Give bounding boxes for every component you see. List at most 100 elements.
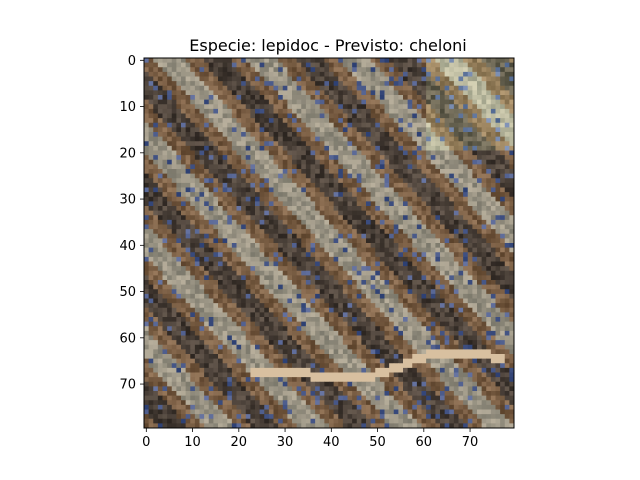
- image-pixel: [458, 303, 464, 309]
- image-pixel: [162, 210, 168, 216]
- image-pixel: [430, 293, 436, 299]
- image-pixel: [430, 164, 436, 170]
- image-pixel: [472, 233, 478, 239]
- image-pixel: [412, 145, 418, 151]
- image-pixel: [218, 122, 224, 128]
- image-pixel: [259, 326, 265, 332]
- image-pixel: [292, 104, 298, 110]
- image-pixel: [171, 95, 177, 101]
- image-pixel: [416, 141, 422, 147]
- image-pixel: [268, 247, 274, 253]
- image-pixel: [324, 219, 330, 225]
- image-pixel: [199, 243, 205, 249]
- image-pixel: [167, 261, 173, 267]
- image-pixel: [144, 270, 150, 276]
- image-pixel: [287, 303, 293, 309]
- image-pixel: [273, 95, 279, 101]
- image-pixel: [250, 243, 256, 249]
- image-pixel: [453, 67, 459, 73]
- image-pixel: [208, 159, 214, 165]
- image-pixel: [329, 62, 335, 68]
- image-pixel: [509, 326, 514, 332]
- image-pixel: [384, 71, 390, 77]
- image-pixel: [199, 196, 205, 202]
- image-pixel: [333, 182, 339, 188]
- image-pixel: [379, 201, 385, 207]
- image-pixel: [273, 58, 279, 64]
- image-pixel: [495, 303, 501, 309]
- image-pixel: [495, 118, 501, 124]
- image-pixel: [490, 141, 496, 147]
- image-pixel: [273, 256, 279, 262]
- image-pixel: [213, 275, 219, 281]
- image-pixel: [481, 192, 487, 198]
- image-pixel: [393, 58, 399, 64]
- image-pixel: [366, 340, 372, 346]
- image-pixel: [171, 293, 177, 299]
- image-pixel: [222, 58, 228, 64]
- image-pixel: [370, 321, 376, 327]
- image-pixel: [282, 243, 288, 249]
- image-pixel: [236, 210, 242, 216]
- image-pixel: [241, 99, 247, 105]
- image-pixel: [208, 293, 214, 299]
- image-pixel: [296, 104, 302, 110]
- image-pixel: [481, 224, 487, 230]
- image-pixel: [273, 127, 279, 133]
- image-pixel: [255, 104, 261, 110]
- image-pixel: [403, 289, 409, 295]
- image-pixel: [273, 321, 279, 327]
- image-pixel: [227, 159, 233, 165]
- image-pixel: [185, 233, 191, 239]
- image-pixel: [278, 99, 284, 105]
- image-pixel: [393, 275, 399, 281]
- image-pixel: [467, 303, 473, 309]
- image-pixel: [366, 192, 372, 198]
- image-pixel: [356, 62, 362, 68]
- image-pixel: [245, 164, 251, 170]
- image-pixel: [250, 81, 256, 87]
- image-pixel: [167, 270, 173, 276]
- image-pixel: [167, 344, 173, 350]
- image-pixel: [440, 136, 446, 142]
- image-pixel: [453, 312, 459, 318]
- image-pixel: [477, 62, 483, 68]
- image-pixel: [435, 256, 441, 262]
- image-pixel: [319, 145, 325, 151]
- image-pixel: [245, 201, 251, 207]
- image-pixel: [421, 155, 427, 161]
- image-pixel: [407, 321, 413, 327]
- image-pixel: [389, 210, 395, 216]
- image-pixel: [490, 229, 496, 235]
- image-pixel: [194, 99, 200, 105]
- image-pixel: [204, 206, 210, 212]
- image-pixel: [329, 238, 335, 244]
- image-pixel: [500, 81, 506, 87]
- image-pixel: [490, 132, 496, 138]
- image-pixel: [416, 293, 422, 299]
- image-pixel: [449, 118, 455, 124]
- image-pixel: [259, 71, 265, 77]
- image-pixel: [255, 155, 261, 161]
- image-pixel: [218, 247, 224, 253]
- image-pixel: [181, 71, 187, 77]
- image-pixel: [287, 317, 293, 323]
- image-pixel: [250, 178, 256, 184]
- image-pixel: [338, 118, 344, 124]
- image-pixel: [435, 122, 441, 128]
- image-pixel: [481, 312, 487, 318]
- image-pixel: [430, 317, 436, 323]
- image-pixel: [208, 289, 214, 295]
- image-pixel: [301, 187, 307, 193]
- image-pixel: [509, 58, 514, 64]
- image-pixel: [278, 293, 284, 299]
- image-pixel: [324, 293, 330, 299]
- image-pixel: [301, 192, 307, 198]
- image-pixel: [162, 95, 168, 101]
- image-pixel: [347, 67, 353, 73]
- image-pixel: [393, 150, 399, 156]
- image-pixel: [366, 62, 372, 68]
- image-pixel: [181, 247, 187, 253]
- image-pixel: [421, 229, 427, 235]
- image-pixel: [398, 256, 404, 262]
